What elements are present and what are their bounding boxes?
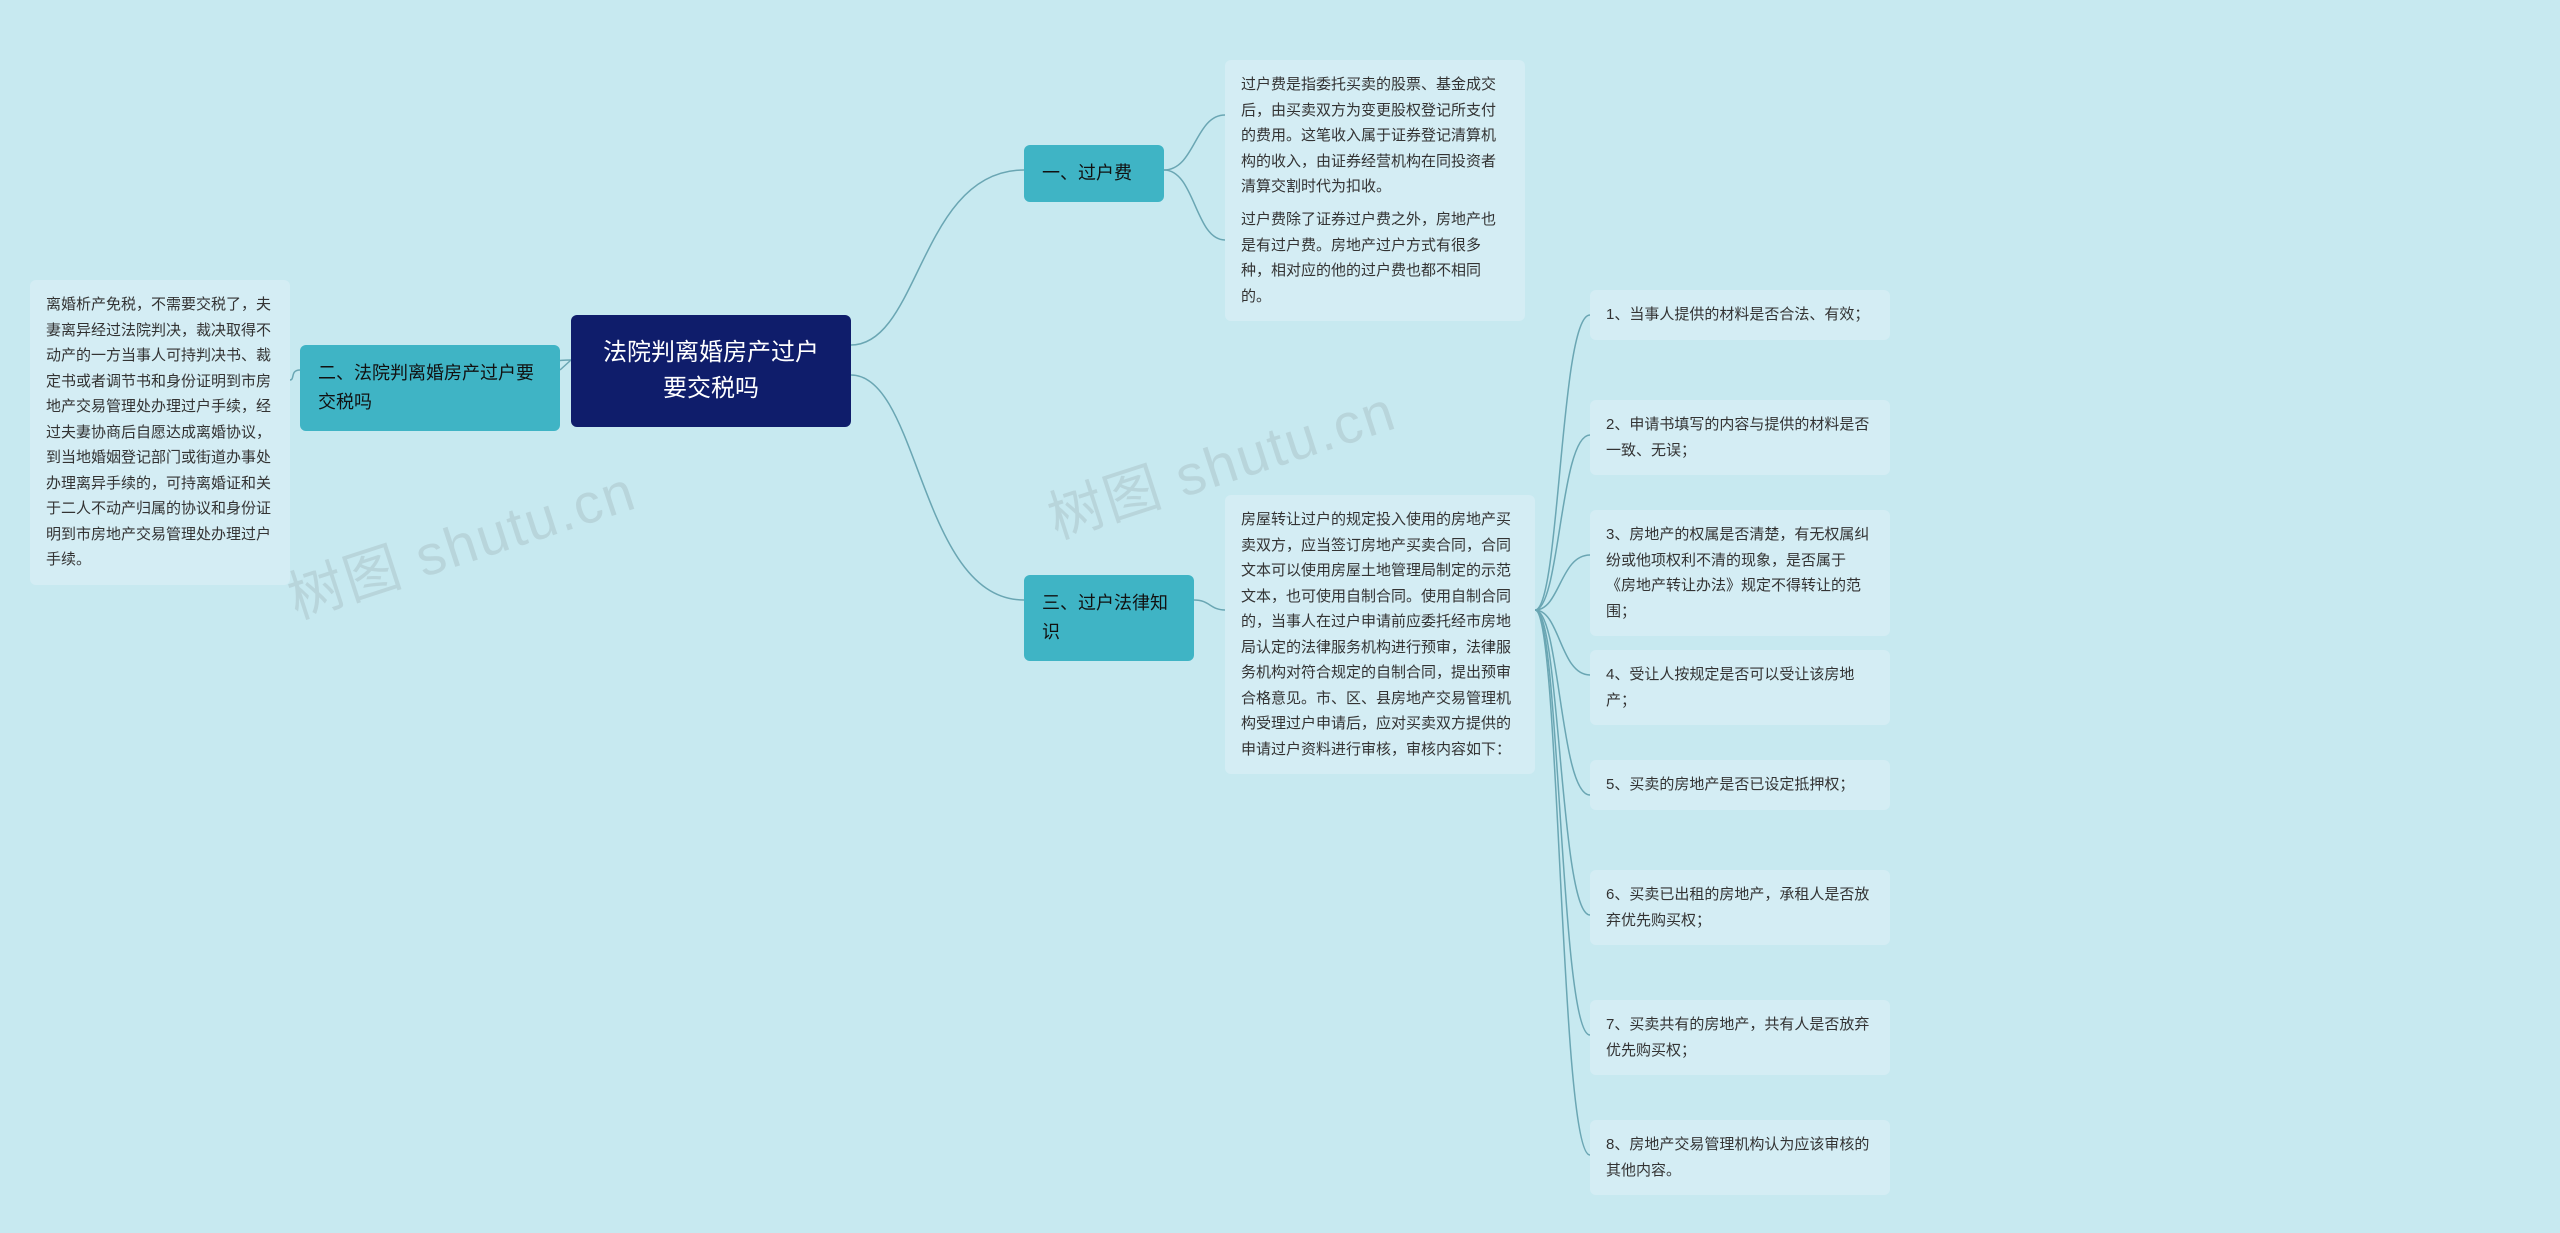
leaf-r2-item-3-text: 4、受让人按规定是否可以受让该房地产； xyxy=(1606,666,1854,709)
leaf-r2-item-7: 8、房地产交易管理机构认为应该审核的其他内容。 xyxy=(1590,1120,1890,1195)
leaf-r2-item-0-text: 1、当事人提供的材料是否合法、有效； xyxy=(1606,306,1869,323)
branch-r2-label: 三、过户法律知识 xyxy=(1042,593,1168,642)
leaf-r2-item-6-text: 7、买卖共有的房地产，共有人是否放弃优先购买权； xyxy=(1606,1016,1869,1059)
leaf-r2-item-4-text: 5、买卖的房地产是否已设定抵押权； xyxy=(1606,776,1854,793)
branch-left: 二、法院判离婚房产过户要交税吗 xyxy=(300,345,560,431)
leaf-r2-item-4: 5、买卖的房地产是否已设定抵押权； xyxy=(1590,760,1890,810)
leaf-r2-item-7-text: 8、房地产交易管理机构认为应该审核的其他内容。 xyxy=(1606,1136,1869,1179)
leaf-r1-0-text: 过户费是指委托买卖的股票、基金成交后，由买卖双方为变更股权登记所支付的费用。这笔… xyxy=(1241,76,1496,195)
leaf-r2-item-6: 7、买卖共有的房地产，共有人是否放弃优先购买权； xyxy=(1590,1000,1890,1075)
leaf-r1-1: 过户费除了证券过户费之外，房地产也是有过户费。房地产过户方式有很多种，相对应的他… xyxy=(1225,195,1525,321)
leaf-r2-item-0: 1、当事人提供的材料是否合法、有效； xyxy=(1590,290,1890,340)
branch-left-label: 二、法院判离婚房产过户要交税吗 xyxy=(318,363,534,412)
branch-r1-label: 一、过户费 xyxy=(1042,163,1132,183)
leaf-r1-1-text: 过户费除了证券过户费之外，房地产也是有过户费。房地产过户方式有很多种，相对应的他… xyxy=(1241,211,1496,305)
branch-r2: 三、过户法律知识 xyxy=(1024,575,1194,661)
leaf-r2-intro-text: 房屋转让过户的规定投入使用的房地产买卖双方，应当签订房地产买卖合同，合同文本可以… xyxy=(1241,511,1511,758)
leaf-r2-item-3: 4、受让人按规定是否可以受让该房地产； xyxy=(1590,650,1890,725)
leaf-r2-item-5-text: 6、买卖已出租的房地产，承租人是否放弃优先购买权； xyxy=(1606,886,1869,929)
root-node: 法院判离婚房产过户要交税吗 xyxy=(571,315,851,427)
leaf-r2-item-2: 3、房地产的权属是否清楚，有无权属纠纷或他项权利不清的现象，是否属于《房地产转让… xyxy=(1590,510,1890,636)
leaf-left: 离婚析产免税，不需要交税了，夫妻离异经过法院判决，裁决取得不动产的一方当事人可持… xyxy=(30,280,290,585)
leaf-r2-item-2-text: 3、房地产的权属是否清楚，有无权属纠纷或他项权利不清的现象，是否属于《房地产转让… xyxy=(1606,526,1869,620)
leaf-r2-item-1-text: 2、申请书填写的内容与提供的材料是否一致、无误； xyxy=(1606,416,1869,459)
leaf-r2-item-1: 2、申请书填写的内容与提供的材料是否一致、无误； xyxy=(1590,400,1890,475)
root-text: 法院判离婚房产过户要交税吗 xyxy=(603,339,819,402)
leaf-left-text: 离婚析产免税，不需要交税了，夫妻离异经过法院判决，裁决取得不动产的一方当事人可持… xyxy=(46,296,271,568)
leaf-r1-0: 过户费是指委托买卖的股票、基金成交后，由买卖双方为变更股权登记所支付的费用。这笔… xyxy=(1225,60,1525,212)
leaf-r2-intro: 房屋转让过户的规定投入使用的房地产买卖双方，应当签订房地产买卖合同，合同文本可以… xyxy=(1225,495,1535,774)
leaf-r2-item-5: 6、买卖已出租的房地产，承租人是否放弃优先购买权； xyxy=(1590,870,1890,945)
watermark-left: 树图 shutu.cn xyxy=(276,446,645,635)
branch-r1: 一、过户费 xyxy=(1024,145,1164,202)
